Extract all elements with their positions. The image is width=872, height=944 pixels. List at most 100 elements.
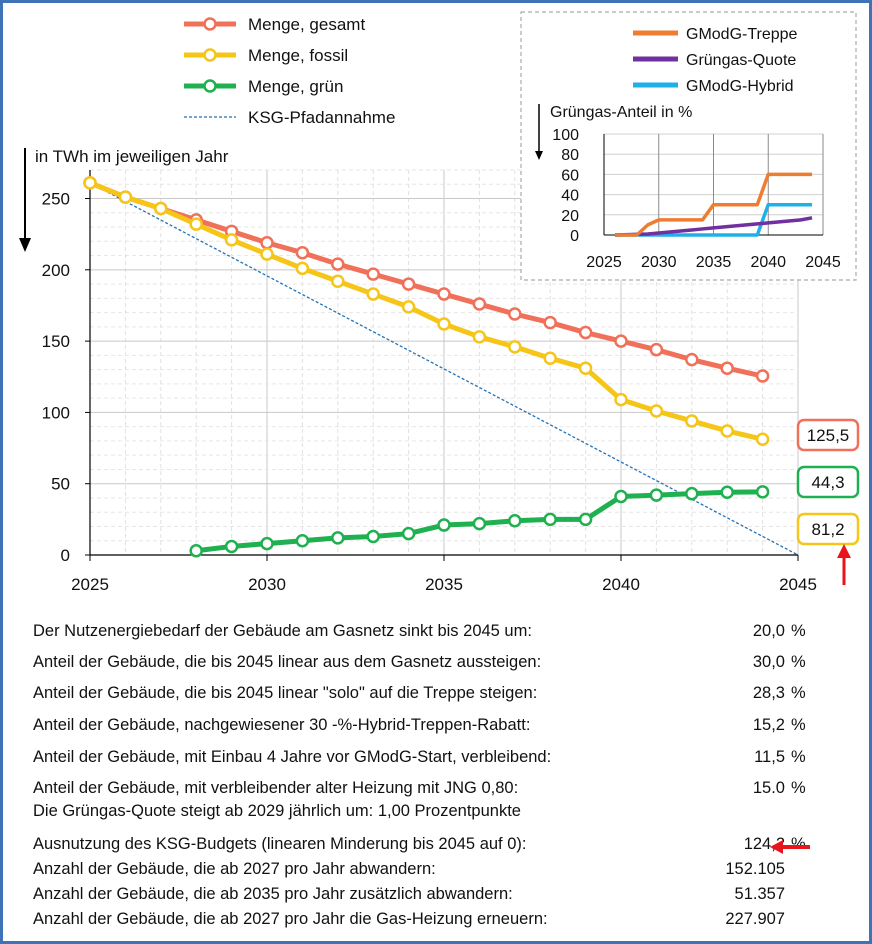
data-point-gruen [437,518,451,532]
red-arrow-head [837,544,851,558]
data-point-fossil [578,361,593,375]
stat-unit: % [791,716,806,734]
stat-unit: % [791,653,806,671]
inset-y-tick-label: 0 [570,228,579,245]
stat-value: 51.357 [734,885,785,903]
data-point-gruen [189,543,203,558]
legend-entry: KSG-Pfadannahme [184,108,395,127]
stat-unit: % [791,622,806,640]
data-point-gesamt [472,297,487,311]
data-point-gesamt [437,287,451,301]
data-point-gesamt [649,342,664,357]
end-value-label: 81,2 [811,520,844,539]
main-y-tick-label: 200 [42,261,70,280]
data-point-gruen [331,531,345,545]
stat-label: Anteil der Gebäude, die bis 2045 linear … [33,684,538,702]
stat-row: Die Grüngas-Quote steigt ab 2029 jährlic… [33,802,853,826]
main-y-tick-label: 100 [42,403,70,422]
stat-row: Anzahl der Gebäude, die ab 2035 pro Jahr… [33,885,853,909]
data-point-fossil [331,274,345,288]
inset-x-tick-label: 2045 [805,254,841,271]
data-point-fossil [224,233,239,247]
data-point-fossil [83,176,97,190]
inset-y-tick-label: 100 [552,127,579,144]
data-point-gruen [472,516,487,531]
data-point-fossil [614,392,628,407]
main-x-tick-label: 2035 [425,575,463,594]
stat-label: Anzahl der Gebäude, die ab 2027 pro Jahr… [33,910,548,928]
stat-row: Anteil der Gebäude, mit verbleibender al… [33,779,853,803]
data-point-fossil [755,432,770,446]
stat-label: Anteil der Gebäude, mit verbleibender al… [33,779,519,797]
main-x-tick-label: 2030 [248,575,286,594]
data-point-gesamt [331,257,345,271]
inset-legend-label: GModG-Treppe [686,26,798,43]
main-x-tick-label: 2025 [71,575,109,594]
inset-x-tick-label: 2025 [586,254,622,271]
legend-marker [203,79,217,93]
stat-row: Der Nutzenergiebedarf der Gebäude am Gas… [33,622,853,646]
data-point-gruen [578,512,593,527]
data-point-fossil [508,340,522,354]
inset-x-tick-label: 2030 [641,254,677,271]
data-point-fossil [260,247,274,261]
data-point-fossil [720,424,734,438]
legend-label: Menge, fossil [248,46,348,65]
data-point-gesamt [401,277,416,291]
stat-value: 152.105 [725,860,785,878]
data-point-gesamt [543,315,557,330]
inset-y-tick-label: 80 [561,147,579,164]
stat-row: Anteil der Gebäude, nachgewiesener 30 -%… [33,716,853,740]
data-point-gruen [224,539,239,554]
data-point-fossil [437,317,451,331]
inset-y-axis-title: Grüngas-Anteil in % [550,104,692,121]
data-point-gesamt [755,369,770,383]
data-point-gesamt [720,361,734,375]
stat-value: 11,5 [754,748,785,766]
data-point-gruen [685,486,699,501]
legend-marker [203,17,217,31]
stat-label: Die Grüngas-Quote steigt ab 2029 jährlic… [33,802,521,820]
stat-value: 28,3 [752,684,785,702]
data-point-gesamt [295,245,310,260]
data-point-gruen [366,529,380,544]
main-x-tick-label: 2045 [779,575,817,594]
main-y-tick-label: 250 [42,190,70,209]
stat-row: Anteil der Gebäude, die bis 2045 linear … [33,653,853,677]
stat-label: Anzahl der Gebäude, die ab 2035 pro Jahr… [33,885,513,903]
inset-y-arrow-head [535,151,543,160]
legend-entry: Menge, gesamt [184,15,365,34]
end-value-label: 44,3 [811,473,844,492]
stat-row: Anteil der Gebäude, mit Einbau 4 Jahre v… [33,748,853,772]
inset-legend-label: GModG-Hybrid [686,78,794,95]
data-point-gesamt [685,352,699,367]
inset-y-tick-label: 20 [561,208,579,225]
data-point-gesamt [366,267,380,281]
inset-series-line-quote [614,216,813,237]
inset-x-tick-label: 2035 [696,254,732,271]
legend-label: Menge, gesamt [248,15,365,34]
stat-row: Anzahl der Gebäude, die ab 2027 pro Jahr… [33,910,853,934]
stat-value: 15.0 [752,779,785,797]
inset-series-line-hybrid [614,202,813,237]
data-point-gruen [508,514,522,528]
budget-red-arrow [770,840,810,854]
stat-unit: % [791,779,806,797]
inset-y-tick-label: 40 [561,188,579,205]
stat-label: Anzahl der Gebäude, die ab 2027 pro Jahr… [33,860,436,878]
data-point-fossil [189,217,203,231]
stat-label: Anteil der Gebäude, mit Einbau 4 Jahre v… [33,748,552,766]
data-point-gruen [260,536,274,551]
stat-unit: % [791,748,806,766]
data-point-fossil [543,351,557,365]
legend-label: KSG-Pfadannahme [248,108,395,127]
stat-label: Anteil der Gebäude, die bis 2045 linear … [33,653,542,671]
stat-value: 124,2 [743,835,785,853]
data-point-fossil [685,414,699,428]
end-value-box [796,465,860,499]
data-point-gruen [295,533,310,548]
inset-y-tick-label: 60 [561,167,579,184]
main-y-tick-label: 0 [61,546,70,565]
data-point-gruen [543,512,557,527]
stat-label: Ausnutzung des KSG-Budgets (linearen Min… [33,835,527,853]
